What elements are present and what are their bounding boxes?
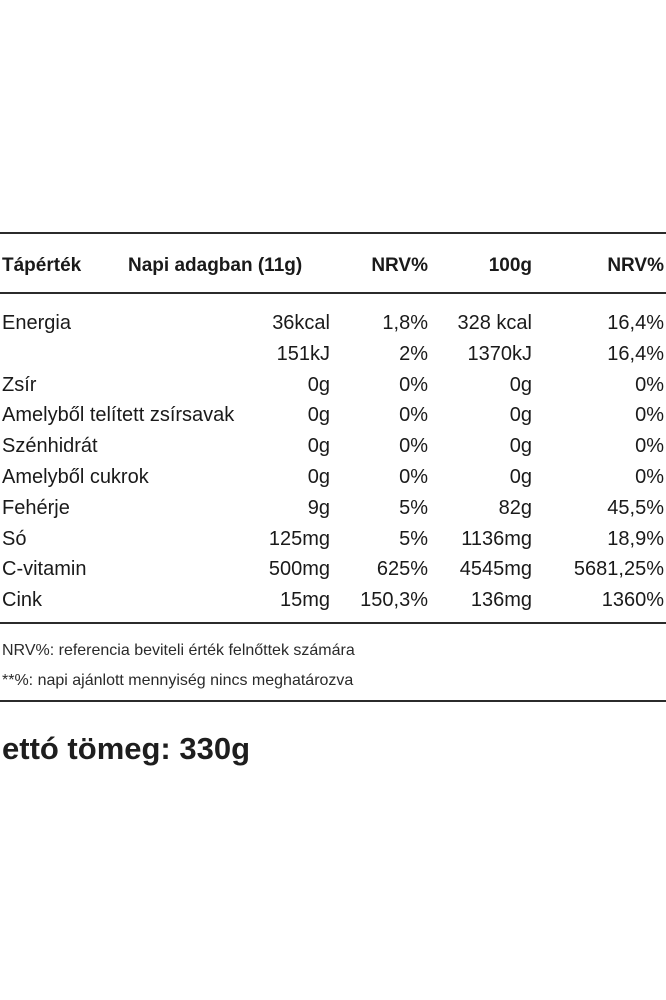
- nrv-dose-value: 150,3%: [360, 589, 428, 612]
- header-per-dose: Napi adagban (11g): [128, 255, 303, 276]
- table-row: Amelyből telített zsírsavak 0g 0% 0g 0%: [0, 402, 666, 433]
- per-100g-value: 1370kJ: [467, 342, 533, 365]
- per-dose-value: 0g: [307, 465, 330, 488]
- nrv-dose-value: 0%: [399, 373, 428, 396]
- table-row: Szénhidrát 0g 0% 0g 0%: [0, 433, 666, 464]
- nutrient-name: Amelyből telített zsírsavak: [2, 404, 235, 427]
- nutrient-name: Zsír: [2, 373, 37, 396]
- per-100g-value: 82g: [498, 496, 532, 519]
- nrv-100g-value: 0%: [635, 435, 664, 458]
- nutrient-name: Cink: [2, 589, 43, 612]
- nrv-100g-value: 5681,25%: [573, 558, 664, 581]
- table-row: Energia 36kcal 1,8% 328 kcal 16,4%: [0, 310, 666, 341]
- header-nutrient: Tápérték: [2, 255, 82, 276]
- header-rule: [0, 292, 666, 294]
- nrv-100g-value: 0%: [635, 465, 664, 488]
- nrv-dose-value: 0%: [399, 435, 428, 458]
- per-dose-value: 500mg: [268, 558, 330, 581]
- nrv-footnote: NRV%: referencia beviteli érték felnőtte…: [2, 642, 355, 659]
- nrv-dose-value: 0%: [399, 404, 428, 427]
- per-100g-value: 0g: [509, 435, 532, 458]
- nrv-dose-value: 1,8%: [382, 312, 428, 334]
- table-row: Amelyből cukrok 0g 0% 0g 0%: [0, 464, 666, 495]
- per-dose-value: 0g: [307, 404, 330, 427]
- table-row: C-vitamin 500mg 625% 4545mg 5681,25%: [0, 556, 666, 587]
- per-dose-value: 9g: [307, 496, 330, 519]
- notes-rule: [0, 700, 666, 702]
- per-dose-value: 0g: [307, 373, 330, 396]
- per-dose-value: 0g: [307, 435, 330, 458]
- table-row: 151kJ 2% 1370kJ 16,4%: [0, 341, 666, 372]
- header-nrv-dose: NRV%: [371, 255, 428, 276]
- nutrient-name: C-vitamin: [2, 558, 87, 581]
- per-dose-value: 36kcal: [272, 312, 330, 334]
- nrv-100g-value: 0%: [635, 373, 664, 396]
- per-100g-value: 0g: [509, 404, 532, 427]
- net-weight: ettó tömeg: 330g: [2, 731, 251, 766]
- table-header: Tápérték Napi adagban (11g) NRV% 100g NR…: [0, 253, 666, 279]
- nrv-100g-value: 1360%: [601, 589, 664, 612]
- table-row: Zsír 0g 0% 0g 0%: [0, 372, 666, 403]
- nrv-dose-value: 5%: [399, 527, 428, 550]
- per-dose-value: 151kJ: [276, 342, 330, 365]
- per-100g-value: 328 kcal: [457, 312, 533, 334]
- nutrient-name: Só: [2, 527, 27, 550]
- table-bottom-rule: [0, 622, 666, 624]
- nutrient-name: Energia: [2, 312, 71, 334]
- nrv-dose-value: 0%: [399, 465, 428, 488]
- header-nrv-100g: NRV%: [607, 255, 664, 276]
- per-dose-value: 15mg: [279, 589, 330, 612]
- asterisk-footnote: **%: napi ajánlott mennyiség nincs megha…: [2, 672, 354, 689]
- per-dose-value: 125mg: [268, 527, 330, 550]
- top-rule: [0, 232, 666, 234]
- per-100g-value: 136mg: [470, 589, 532, 612]
- per-100g-value: 4545mg: [459, 558, 532, 581]
- nrv-100g-value: 0%: [635, 404, 664, 427]
- nrv-dose-value: 2%: [399, 342, 428, 365]
- footnotes: NRV%: referencia beviteli érték felnőtte…: [2, 636, 355, 696]
- table-row: Cink 15mg 150,3% 136mg 1360%: [0, 587, 666, 618]
- nrv-100g-value: 16,4%: [607, 342, 664, 365]
- table-body: Energia 36kcal 1,8% 328 kcal 16,4% 151kJ 2% 137…: [0, 310, 666, 618]
- per-100g-value: 1136mg: [461, 527, 532, 550]
- nutrient-name: Amelyből cukrok: [2, 465, 149, 488]
- per-100g-value: 0g: [509, 465, 532, 488]
- nrv-100g-value: 16,4%: [607, 312, 664, 334]
- table-row: Só 125mg 5% 1136mg 18,9%: [0, 526, 666, 557]
- table-row: Fehérje 9g 5% 82g 45,5%: [0, 495, 666, 526]
- per-100g-value: 0g: [509, 373, 532, 396]
- nrv-100g-value: 18,9%: [607, 527, 664, 550]
- header-per-100g: 100g: [488, 255, 532, 276]
- nutrient-name: Fehérje: [2, 496, 70, 519]
- nrv-dose-value: 5%: [399, 496, 428, 519]
- nrv-dose-value: 625%: [376, 558, 428, 581]
- nutrient-name: Szénhidrát: [2, 435, 98, 458]
- nrv-100g-value: 45,5%: [607, 496, 664, 519]
